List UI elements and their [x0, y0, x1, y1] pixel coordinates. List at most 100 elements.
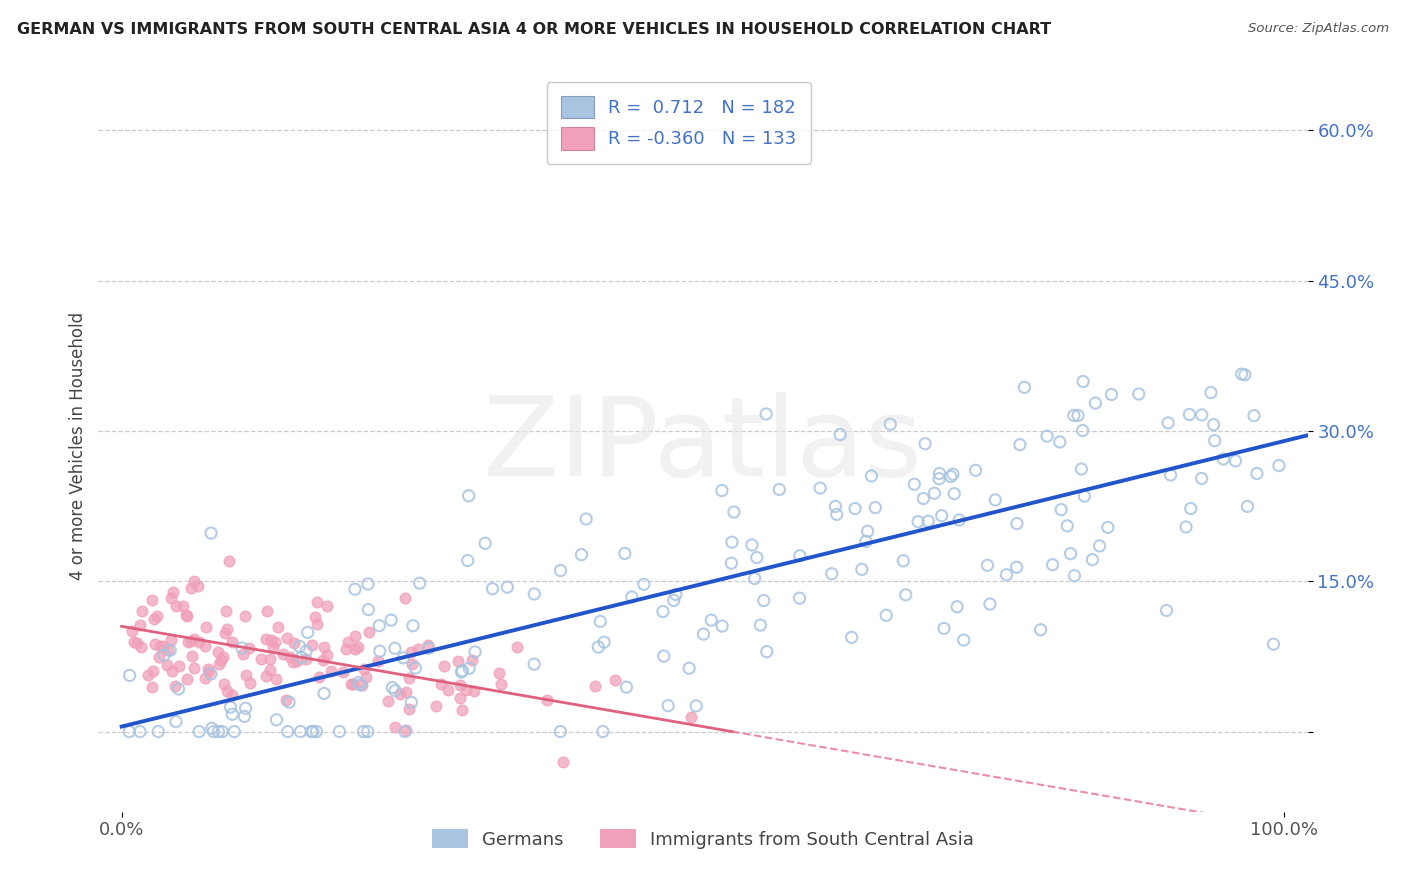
Point	[290, 650, 312, 665]
Point	[995, 567, 1018, 582]
Point	[425, 698, 447, 713]
Point	[755, 645, 778, 659]
Point	[148, 724, 170, 739]
Point	[662, 593, 685, 607]
Point	[752, 593, 775, 607]
Point	[1202, 417, 1225, 432]
Point	[202, 724, 225, 739]
Point	[437, 683, 460, 698]
Point	[283, 636, 305, 650]
Point	[844, 501, 866, 516]
Point	[496, 580, 519, 594]
Point	[536, 692, 558, 706]
Point	[215, 604, 238, 618]
Point	[855, 534, 877, 549]
Point	[328, 724, 350, 739]
Point	[755, 407, 778, 421]
Point	[233, 609, 256, 624]
Point	[789, 591, 811, 606]
Point	[979, 597, 1001, 611]
Point	[808, 481, 831, 495]
Point	[211, 649, 233, 664]
Point	[160, 632, 183, 647]
Point	[267, 620, 290, 634]
Point	[914, 436, 936, 450]
Point	[1081, 552, 1104, 566]
Point	[1236, 500, 1258, 514]
Point	[377, 694, 399, 708]
Point	[343, 582, 366, 597]
Point	[720, 556, 742, 570]
Point	[651, 605, 673, 619]
Point	[183, 661, 205, 675]
Point	[856, 524, 879, 539]
Point	[1063, 568, 1085, 582]
Point	[194, 639, 217, 653]
Point	[238, 640, 260, 655]
Point	[217, 684, 239, 698]
Point	[288, 640, 311, 654]
Point	[278, 695, 301, 709]
Point	[1071, 375, 1094, 389]
Point	[312, 640, 335, 654]
Point	[1225, 454, 1247, 468]
Point	[221, 688, 243, 702]
Point	[461, 653, 484, 667]
Point	[142, 612, 165, 626]
Point	[692, 627, 714, 641]
Point	[153, 648, 176, 662]
Point	[395, 685, 418, 699]
Point	[359, 624, 381, 639]
Point	[146, 609, 169, 624]
Point	[924, 486, 946, 500]
Point	[218, 554, 240, 568]
Point	[398, 671, 420, 685]
Point	[821, 566, 844, 581]
Point	[613, 546, 636, 560]
Point	[152, 640, 174, 654]
Point	[665, 587, 688, 601]
Point	[308, 670, 330, 684]
Point	[875, 608, 897, 623]
Point	[278, 649, 301, 664]
Point	[180, 649, 202, 664]
Point	[1233, 368, 1256, 382]
Point	[948, 513, 970, 527]
Point	[1191, 471, 1213, 485]
Point	[592, 724, 614, 739]
Point	[939, 469, 962, 483]
Point	[700, 613, 723, 627]
Point	[1084, 396, 1107, 410]
Point	[136, 667, 159, 681]
Point	[305, 595, 328, 609]
Point	[353, 724, 375, 739]
Point	[451, 664, 474, 678]
Point	[1243, 409, 1265, 423]
Point	[129, 724, 152, 739]
Point	[162, 584, 184, 599]
Point	[553, 755, 575, 769]
Point	[928, 472, 950, 486]
Point	[1156, 603, 1178, 617]
Point	[357, 602, 380, 616]
Point	[928, 467, 950, 481]
Point	[1212, 452, 1234, 467]
Point	[851, 562, 873, 576]
Point	[357, 724, 380, 739]
Point	[1128, 387, 1150, 401]
Point	[416, 638, 439, 652]
Point	[290, 724, 312, 739]
Point	[943, 486, 966, 500]
Point	[1204, 434, 1226, 448]
Point	[332, 665, 354, 680]
Point	[305, 724, 328, 739]
Point	[295, 652, 318, 666]
Point	[449, 678, 471, 692]
Point	[1070, 462, 1092, 476]
Point	[1056, 518, 1078, 533]
Point	[1049, 434, 1071, 449]
Point	[233, 709, 256, 723]
Point	[209, 653, 232, 667]
Point	[1088, 539, 1111, 553]
Point	[1067, 409, 1090, 423]
